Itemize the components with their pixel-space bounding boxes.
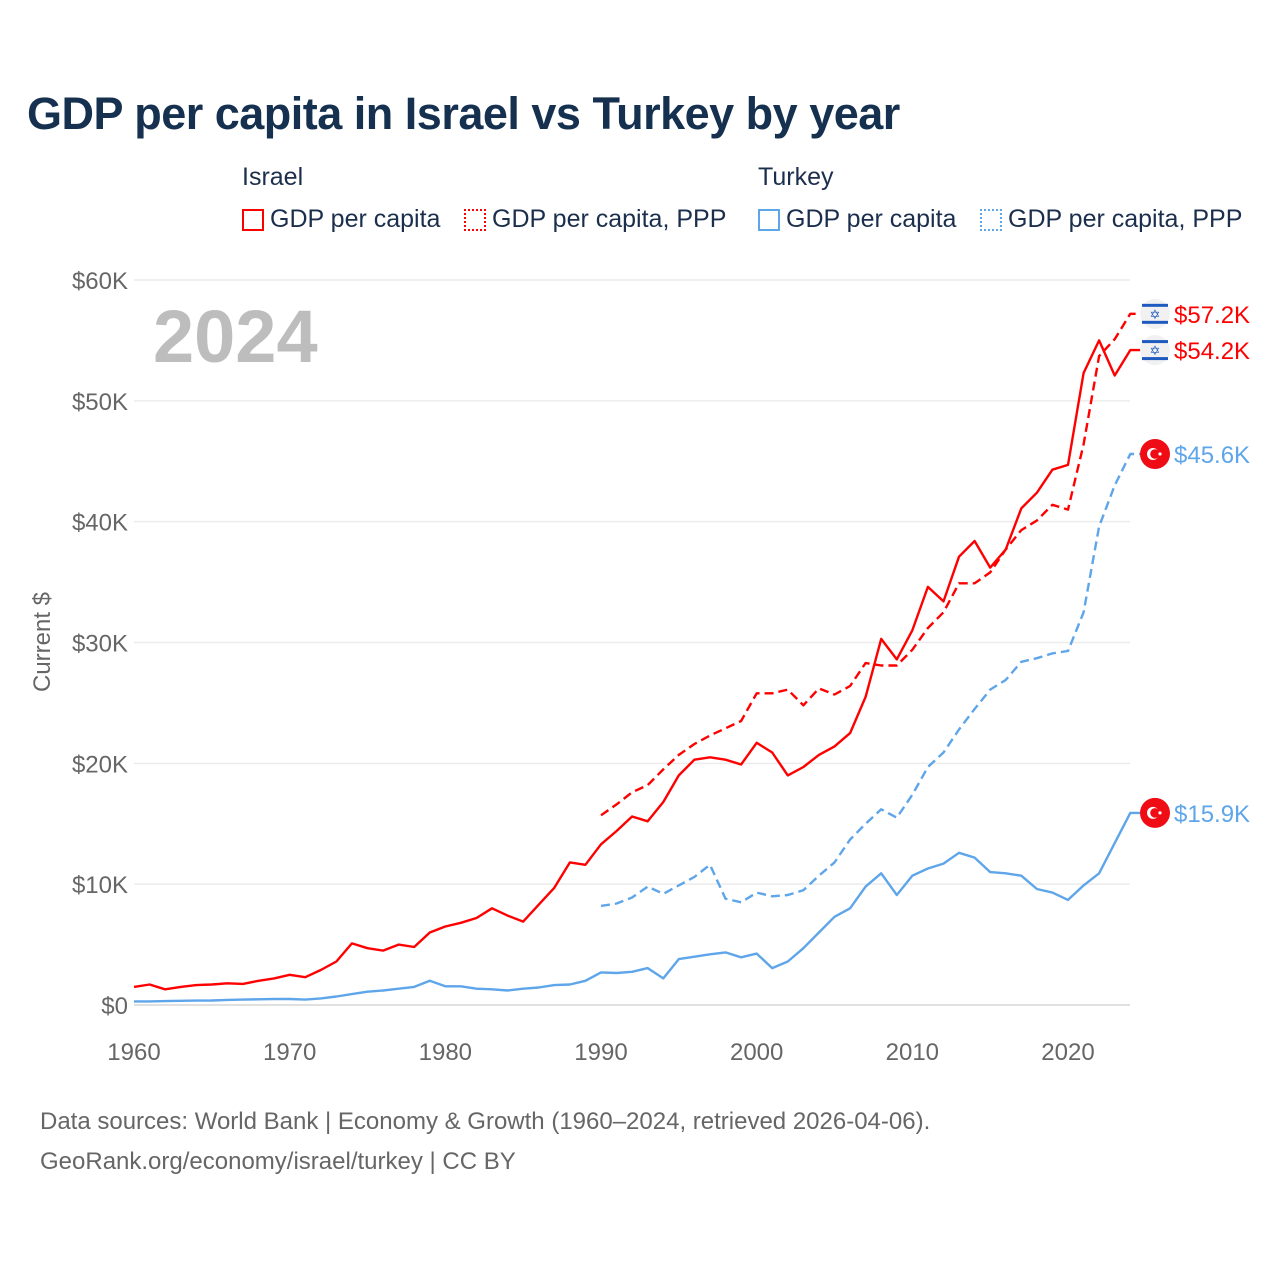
footer-sources: Data sources: World Bank | Economy & Gro… [40, 1108, 931, 1135]
y-tick-label: $0 [101, 993, 128, 1020]
legend-turkey-gdp[interactable]: GDP per capita [758, 205, 956, 234]
x-tick-label: 2020 [1041, 1039, 1094, 1066]
israel-flag-icon: ✡ [1140, 298, 1170, 329]
series-line-turkey-ppp [600, 452, 1141, 908]
end-value-label: $54.2K [1174, 338, 1250, 365]
y-tick-label: $60K [72, 268, 128, 295]
year-watermark: 2024 [153, 295, 318, 378]
legend-label: GDP per capita, PPP [1008, 205, 1243, 233]
end-value-label: $45.6K [1174, 442, 1250, 469]
svg-text:✡: ✡ [1150, 343, 1161, 358]
y-tick-label: $20K [72, 751, 128, 778]
y-tick-label: $50K [72, 389, 128, 416]
legend-label: GDP per capita [270, 205, 441, 233]
turkey-flag-icon [1140, 797, 1170, 828]
y-tick-label: $10K [72, 872, 128, 899]
svg-text:✡: ✡ [1150, 307, 1161, 322]
legend-turkey-gdp-ppp[interactable]: GDP per capita, PPP [980, 205, 1242, 234]
y-tick-label: $30K [72, 631, 128, 658]
x-tick-label: 2010 [886, 1039, 939, 1066]
series-line-israel [133, 339, 1141, 991]
x-tick-label: 1960 [107, 1039, 160, 1066]
x-tick-label: 2000 [730, 1039, 783, 1066]
turkey-flag-icon [1140, 439, 1170, 469]
solid-swatch-icon [758, 208, 780, 231]
chart-title: GDP per capita in Israel vs Turkey by ye… [27, 88, 900, 139]
legend-label: GDP per capita, PPP [492, 205, 727, 233]
end-value-label: $57.2K [1174, 302, 1250, 329]
y-axis-label: Current $ [29, 592, 56, 692]
x-tick-label: 1980 [419, 1039, 472, 1066]
y-tick-label: $40K [72, 510, 128, 537]
legend-label: GDP per capita [786, 205, 957, 233]
x-tick-label: 1990 [574, 1039, 627, 1066]
legend-group-turkey: Turkey [758, 163, 834, 191]
series-line-israel-ppp [600, 312, 1141, 817]
x-tick-label: 1970 [263, 1039, 316, 1066]
series-line-turkey [134, 811, 1141, 1003]
dotted-swatch-icon [980, 208, 1002, 231]
legend-group-israel: Israel [242, 163, 304, 191]
solid-swatch-icon [242, 208, 264, 231]
dotted-swatch-icon [464, 208, 486, 231]
legend-israel-gdp-ppp[interactable]: GDP per capita, PPP [464, 205, 726, 234]
israel-flag-icon: ✡ [1140, 335, 1170, 366]
end-value-label: $15.9K [1174, 801, 1250, 828]
legend-israel-gdp[interactable]: GDP per capita [242, 205, 440, 234]
footer-link[interactable]: GeoRank.org/economy/israel/turkey | CC B… [40, 1148, 516, 1175]
